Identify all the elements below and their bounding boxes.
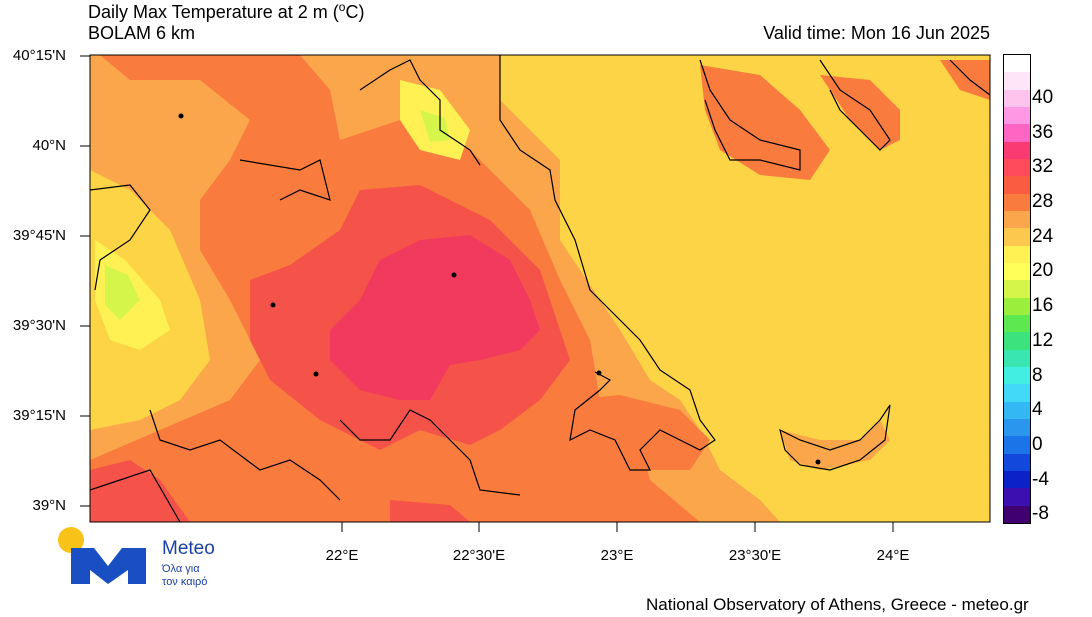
colorbar-swatch — [1004, 106, 1030, 125]
colorbar-swatch — [1004, 124, 1030, 142]
credit-text: National Observatory of Athens, Greece -… — [646, 595, 1029, 614]
colorbar-swatch — [1004, 89, 1030, 107]
logo-brand: Meteo — [162, 538, 215, 559]
colorbar-label: 8 — [1032, 365, 1043, 386]
lat-label: 39°30'N — [12, 317, 66, 334]
colorbar-swatch — [1004, 210, 1030, 229]
colorbar-swatch — [1004, 55, 1030, 73]
meteo-logo-mark — [58, 527, 146, 584]
lon-label: 24°E — [876, 547, 910, 564]
colorbar-swatch — [1004, 349, 1030, 367]
colorbar-swatch — [1004, 193, 1030, 211]
colorbar-swatch — [1004, 297, 1030, 315]
colorbar-swatch — [1004, 401, 1030, 419]
lon-label: 23°E — [600, 547, 634, 564]
lon-label: 22°30'E — [452, 547, 506, 564]
colorbar-swatch — [1004, 436, 1030, 454]
colorbar — [1003, 54, 1031, 524]
lon-label: 23°30'E — [728, 547, 782, 564]
colorbar-label: 12 — [1032, 330, 1054, 351]
colorbar-swatch — [1004, 262, 1030, 281]
colorbar-swatch — [1004, 176, 1030, 194]
valid-time: Valid time: Mon 16 Jun 2025 — [763, 23, 990, 43]
colorbar-label: -4 — [1032, 469, 1049, 490]
colorbar-label: 4 — [1032, 399, 1043, 420]
colorbar-label: 16 — [1032, 295, 1054, 316]
lat-label: 39°45'N — [12, 227, 66, 244]
colorbar-swatch — [1004, 453, 1030, 471]
lat-label: 39°N — [32, 497, 66, 514]
colorbar-label: 28 — [1032, 191, 1054, 212]
colorbar-swatch — [1004, 470, 1030, 489]
colorbar-label: 0 — [1032, 434, 1043, 455]
meteo-logo[interactable]: Meteo Όλα για τον καιρό — [56, 526, 236, 588]
lat-label: 39°15'N — [12, 407, 66, 424]
colorbar-swatch — [1004, 332, 1030, 350]
lat-label: 40°N — [32, 137, 66, 154]
colorbar-label: 32 — [1032, 156, 1054, 177]
colorbar-swatch — [1004, 384, 1030, 402]
lat-label: 40°15'N — [12, 47, 66, 64]
colorbar-swatch — [1004, 141, 1030, 159]
colorbar-label: 36 — [1032, 122, 1054, 143]
colorbar-swatch — [1004, 505, 1030, 523]
colorbar-label: 24 — [1032, 226, 1054, 247]
colorbar-swatch — [1004, 245, 1030, 263]
colorbar-swatch — [1004, 158, 1030, 177]
colorbar-swatch — [1004, 280, 1030, 298]
colorbar-swatch — [1004, 314, 1030, 333]
colorbar-swatch — [1004, 72, 1030, 90]
logo-tagline-1: Όλα για — [162, 563, 200, 575]
colorbar-swatch — [1004, 418, 1030, 437]
colorbar-swatch — [1004, 228, 1030, 246]
model-name: BOLAM 6 km — [88, 23, 196, 43]
logo-tagline-2: τον καιρό — [162, 576, 208, 588]
colorbar-swatch — [1004, 488, 1030, 506]
map-title: Daily Max Temperature at 2 m (oC) — [88, 0, 365, 22]
colorbar-swatch — [1004, 366, 1030, 385]
colorbar-label: 40 — [1032, 87, 1054, 108]
colorbar-label: 20 — [1032, 260, 1054, 281]
colorbar-label: -8 — [1032, 503, 1049, 524]
lon-label: 22°E — [325, 547, 359, 564]
